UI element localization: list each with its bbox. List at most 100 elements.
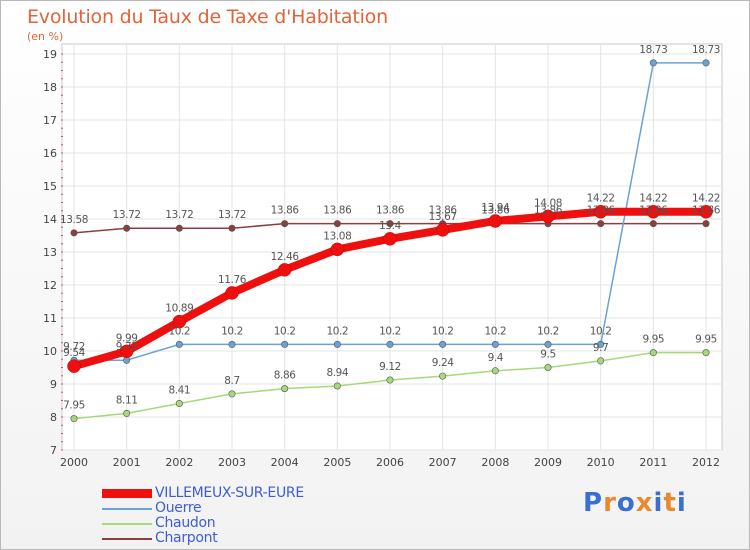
data-point bbox=[281, 385, 289, 393]
y-tick-label: 15 bbox=[43, 180, 57, 193]
data-point bbox=[228, 224, 236, 232]
data-label: 9.99 bbox=[116, 332, 138, 344]
data-label: 13.72 bbox=[165, 209, 193, 221]
data-label: 9.7 bbox=[593, 342, 609, 354]
data-label: 10.2 bbox=[432, 325, 454, 337]
legend-swatch bbox=[102, 508, 152, 510]
x-tick-label: 2012 bbox=[692, 456, 720, 469]
y-tick-label: 10 bbox=[43, 345, 57, 358]
logo-letter: P bbox=[583, 488, 604, 518]
data-label: 13.72 bbox=[218, 209, 246, 221]
data-label: 13.72 bbox=[113, 209, 141, 221]
x-tick-label: 2002 bbox=[165, 456, 193, 469]
data-point bbox=[228, 390, 236, 398]
y-tick-label: 18 bbox=[43, 81, 57, 94]
y-tick-label: 11 bbox=[43, 312, 57, 325]
data-point bbox=[172, 314, 187, 329]
data-point bbox=[646, 204, 661, 219]
data-label: 10.2 bbox=[168, 325, 190, 337]
data-label: 9.95 bbox=[695, 334, 717, 346]
data-label: 10.2 bbox=[590, 325, 612, 337]
logo-letter: i bbox=[653, 488, 664, 518]
data-point bbox=[119, 344, 134, 359]
data-label: 12.46 bbox=[271, 251, 300, 263]
x-tick-label: 2005 bbox=[323, 456, 351, 469]
data-point bbox=[281, 340, 289, 348]
x-tick-label: 2001 bbox=[113, 456, 141, 469]
data-point bbox=[597, 357, 605, 365]
plot-area bbox=[61, 43, 723, 451]
x-tick-label: 2007 bbox=[429, 456, 457, 469]
data-label: 9.5 bbox=[540, 349, 556, 361]
y-tick-label: 16 bbox=[43, 147, 57, 160]
data-point bbox=[649, 220, 657, 228]
y-tick-label: 8 bbox=[50, 411, 57, 424]
data-label: 13.4 bbox=[379, 220, 401, 232]
data-label: 10.89 bbox=[165, 303, 193, 315]
legend-swatch bbox=[102, 523, 152, 525]
data-point bbox=[70, 415, 78, 423]
data-point bbox=[383, 232, 397, 246]
data-point bbox=[439, 372, 447, 380]
data-label: 9.95 bbox=[642, 334, 664, 346]
data-point bbox=[597, 220, 605, 228]
data-label: 9.12 bbox=[379, 361, 401, 373]
data-label: 10.2 bbox=[537, 325, 559, 337]
y-tick-label: 12 bbox=[43, 279, 57, 292]
data-label: 9.72 bbox=[63, 341, 85, 353]
data-point bbox=[281, 220, 289, 228]
data-point bbox=[544, 363, 552, 371]
data-label: 18.73 bbox=[692, 44, 720, 56]
data-label: 9.4 bbox=[488, 352, 504, 364]
data-point bbox=[67, 359, 81, 373]
data-point bbox=[333, 220, 341, 228]
data-label: 13.86 bbox=[376, 205, 405, 217]
data-point bbox=[330, 242, 345, 257]
logo-letter: i bbox=[676, 488, 687, 518]
logo-letter: r bbox=[603, 488, 617, 518]
data-point bbox=[386, 220, 394, 228]
data-point bbox=[435, 223, 450, 237]
data-label: 13.86 bbox=[271, 205, 300, 217]
data-label: 13.86 bbox=[639, 205, 668, 217]
x-tick-label: 2004 bbox=[271, 456, 299, 469]
x-tick-label: 2000 bbox=[60, 456, 88, 469]
data-point bbox=[175, 399, 183, 407]
data-label: 13.58 bbox=[60, 214, 88, 226]
data-label: 10.2 bbox=[379, 325, 401, 337]
chart-subtitle: (en %) bbox=[27, 30, 64, 43]
data-point bbox=[488, 214, 503, 228]
data-label: 13.86 bbox=[692, 205, 721, 217]
data-point bbox=[491, 340, 499, 348]
y-tick-label: 14 bbox=[43, 213, 57, 226]
y-tick-label: 13 bbox=[43, 246, 57, 259]
data-point bbox=[544, 340, 552, 348]
data-point bbox=[541, 209, 555, 224]
y-tick-label: 17 bbox=[43, 114, 57, 127]
x-tick-label: 2008 bbox=[481, 456, 509, 469]
data-point bbox=[491, 367, 499, 375]
data-point bbox=[439, 340, 447, 348]
data-point bbox=[699, 204, 713, 219]
data-point bbox=[597, 340, 605, 348]
x-tick-label: 2009 bbox=[534, 456, 562, 469]
data-point bbox=[649, 59, 657, 67]
data-point bbox=[333, 382, 341, 390]
data-label: 10.2 bbox=[274, 325, 296, 337]
data-point bbox=[277, 263, 292, 277]
x-tick-label: 2006 bbox=[376, 456, 404, 469]
legend-swatch bbox=[102, 538, 152, 540]
data-label: 13.67 bbox=[429, 211, 457, 223]
chart-title: Evolution du Taux de Taxe d'Habitation bbox=[27, 6, 388, 28]
logo-letter: x bbox=[635, 488, 654, 518]
data-label: 8.41 bbox=[168, 384, 190, 396]
legend-label: Charpont bbox=[155, 530, 218, 546]
data-label: 13.86 bbox=[534, 205, 563, 217]
x-tick-label: 2011 bbox=[639, 456, 667, 469]
legend-label: Ouerre bbox=[155, 500, 202, 516]
data-label: 8.94 bbox=[326, 367, 348, 379]
data-label: 14.08 bbox=[534, 197, 562, 209]
data-label: 13.08 bbox=[323, 230, 351, 242]
data-label: 13.86 bbox=[587, 205, 616, 217]
